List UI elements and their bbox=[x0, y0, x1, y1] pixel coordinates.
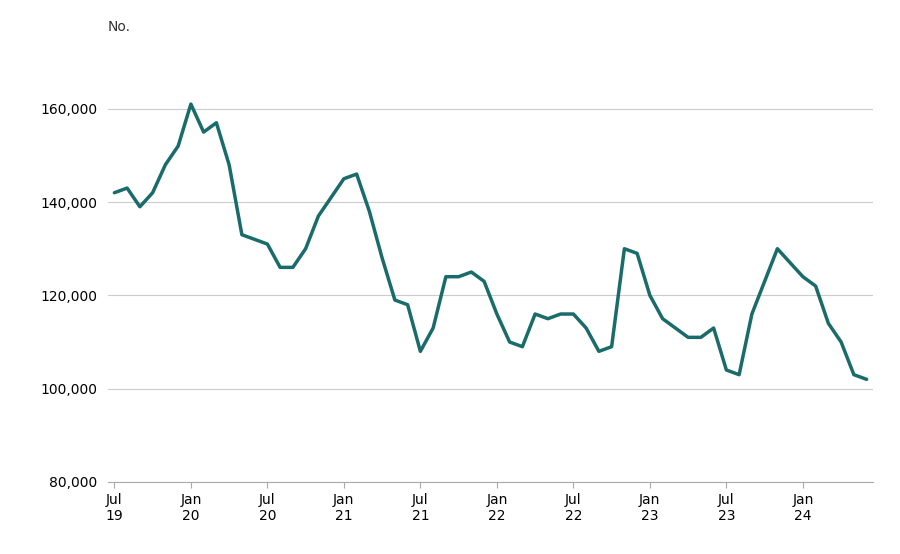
Text: No.: No. bbox=[108, 20, 131, 34]
